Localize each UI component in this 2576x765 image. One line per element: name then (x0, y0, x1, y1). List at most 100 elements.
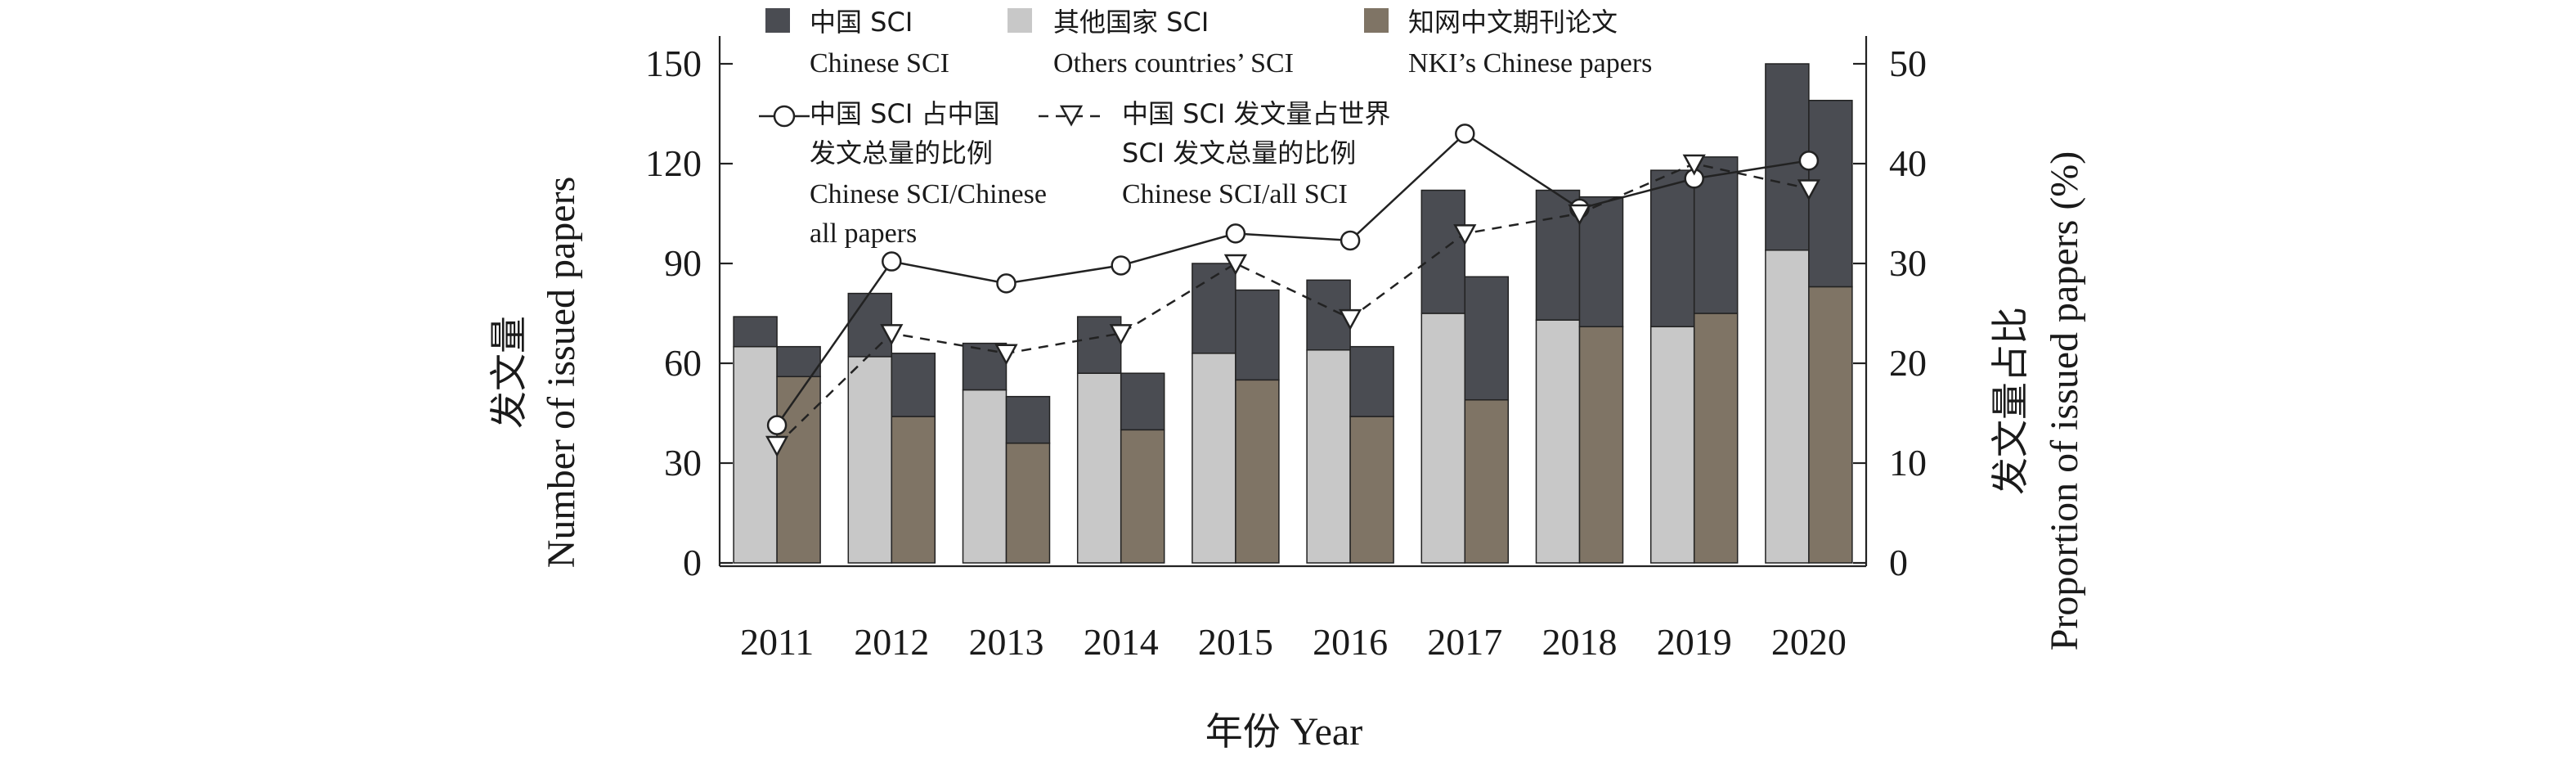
bar-others-countries-sci (1535, 319, 1581, 564)
bar-nki-chinese-papers (1349, 416, 1394, 564)
y-right-tick-label: 10 (1889, 442, 1927, 484)
bar-nki-chinese-papers (1464, 398, 1510, 564)
x-tick-label: 2017 (1427, 621, 1502, 663)
y-left-label-en: Number of issued papers (540, 177, 583, 569)
line-chinese-sci-share-of-chinese (776, 132, 1810, 426)
bar-chinese-sci-top-2 (1235, 289, 1280, 381)
y-left-tick-label: 90 (664, 242, 702, 284)
x-tick-label: 2020 (1771, 621, 1847, 663)
legend-label-line2-cn-1: 中国 SCI 发文量占世界 (1122, 98, 1390, 129)
y-left-tick-label: 30 (664, 442, 702, 484)
bar-chinese-sci-top-2 (776, 345, 821, 378)
bar-nki-chinese-papers (1578, 326, 1624, 564)
y-right-tick-label: 0 (1889, 542, 1908, 583)
bar-others-countries-sci (1076, 372, 1122, 564)
point-circle (882, 251, 902, 272)
line-chinese-sci-share-of-world (776, 162, 1810, 446)
legend-label-nki-cn: 知网中文期刊论文 (1408, 7, 1618, 38)
legend-swatch-nki (1364, 8, 1389, 33)
bar-nki-chinese-papers (891, 416, 936, 564)
bar-chinese-sci-top-2 (891, 353, 936, 417)
x-axis-label: 年份 Year (1205, 709, 1362, 754)
bar-others-countries-sci (1306, 349, 1351, 564)
bar-others-countries-sci (962, 389, 1008, 564)
bar-nki-chinese-papers (776, 376, 821, 564)
y-right-tick-label: 50 (1889, 43, 1927, 84)
bar-chinese-sci-top-2 (1349, 345, 1394, 417)
point-triangle (765, 435, 789, 457)
x-tick-label: 2015 (1198, 621, 1273, 663)
point-circle (1111, 255, 1131, 276)
legend-label-line2-en-1: Chinese SCI/all SCI (1122, 179, 1348, 209)
legend-label-chinese-sci-cn: 中国 SCI (810, 7, 913, 38)
bar-nki-chinese-papers (1693, 313, 1739, 564)
point-triangle (1568, 204, 1591, 226)
bar-others-countries-sci (1420, 313, 1466, 564)
y-left-tick-label: 150 (645, 43, 702, 84)
bar-chinese-sci-top-1 (733, 316, 778, 348)
bar-chinese-sci-top-2 (1578, 196, 1624, 328)
legend-label-line2-cn-2: SCI 发文总量的比例 (1122, 137, 1356, 169)
legend-swatch-others-sci (1008, 8, 1032, 33)
bar-chinese-sci-top-2 (1464, 276, 1510, 401)
point-triangle (1338, 308, 1362, 331)
bar-chinese-sci-top-1 (1192, 263, 1236, 354)
point-triangle (1453, 224, 1477, 246)
bar-chinese-sci-top-2 (1808, 99, 1853, 288)
point-circle (1340, 230, 1361, 251)
legend-swatch-chinese-sci (765, 8, 790, 33)
bar-others-countries-sci (733, 345, 778, 564)
y-right-label-en: Proportion of issued papers (%) (2043, 151, 2086, 651)
point-circle (1798, 151, 1820, 171)
x-tick-label: 2013 (969, 621, 1044, 663)
x-label-cn: 年份 (1205, 709, 1281, 754)
y-left-tick-label: 60 (664, 342, 702, 384)
y-right-tick-label: 30 (1889, 242, 1927, 284)
bar-chinese-sci-top-2 (1120, 372, 1165, 431)
bar-chinese-sci-top-2 (1005, 395, 1051, 444)
point-triangle (1682, 154, 1706, 176)
x-tick-label: 2012 (854, 621, 929, 663)
legend: 中国 SCI Chinese SCI 其他国家 SCI Others count… (759, 7, 1652, 249)
legend-label-others-sci-en: Others countries’ SCI (1053, 48, 1294, 79)
bar-others-countries-sci (1765, 249, 1810, 564)
y-right-tick-label: 40 (1889, 142, 1927, 184)
legend-label-others-sci-cn: 其他国家 SCI (1053, 7, 1209, 38)
y-left-label-cn: 发文量 (487, 316, 531, 429)
x-tick-label: 2014 (1084, 621, 1159, 663)
bar-nki-chinese-papers (1235, 379, 1280, 564)
point-triangle (1797, 179, 1821, 201)
y-right-label-cn: 发文量占比 (1988, 307, 2032, 495)
bar-chinese-sci-top-1 (1649, 169, 1695, 328)
y-left-tick-label: 120 (645, 142, 702, 184)
bar-others-countries-sci (1192, 353, 1236, 564)
x-label-en: Year (1290, 710, 1362, 754)
bar-nki-chinese-papers (1005, 442, 1051, 564)
point-circle (1225, 223, 1246, 244)
legend-marker-circle (773, 105, 796, 128)
point-circle (766, 415, 788, 435)
legend-label-chinese-sci-en: Chinese SCI (810, 48, 949, 79)
legend-label-line1-cn-2: 发文总量的比例 (810, 137, 993, 169)
point-triangle (880, 324, 904, 346)
bar-nki-chinese-papers (1808, 286, 1853, 564)
legend-label-line1-en-2: all papers (810, 218, 917, 249)
x-tick-label: 2019 (1657, 621, 1732, 663)
plot-area: 0 30 60 90 120 150 0 10 20 30 40 50 2011 2012 2013 2014… (645, 36, 1927, 663)
bar-chinese-sci-top-1 (1420, 189, 1466, 314)
bar-others-countries-sci (847, 356, 893, 564)
legend-label-line1-en-1: Chinese SCI/Chinese (810, 179, 1047, 209)
point-triangle (1223, 254, 1248, 276)
legend-label-line1-cn-1: 中国 SCI 占中国 (810, 98, 999, 129)
x-tick-label: 2018 (1542, 621, 1618, 663)
x-tick-label: 2016 (1313, 621, 1388, 663)
point-circle (1455, 124, 1475, 144)
x-tick-label: 2011 (740, 621, 814, 663)
bar-nki-chinese-papers (1120, 429, 1165, 564)
point-triangle (1109, 324, 1133, 346)
point-circle (996, 273, 1016, 294)
point-triangle (994, 344, 1018, 366)
legend-marker-triangle (1059, 105, 1084, 127)
legend-label-nki-en: NKI’s Chinese papers (1408, 48, 1652, 79)
